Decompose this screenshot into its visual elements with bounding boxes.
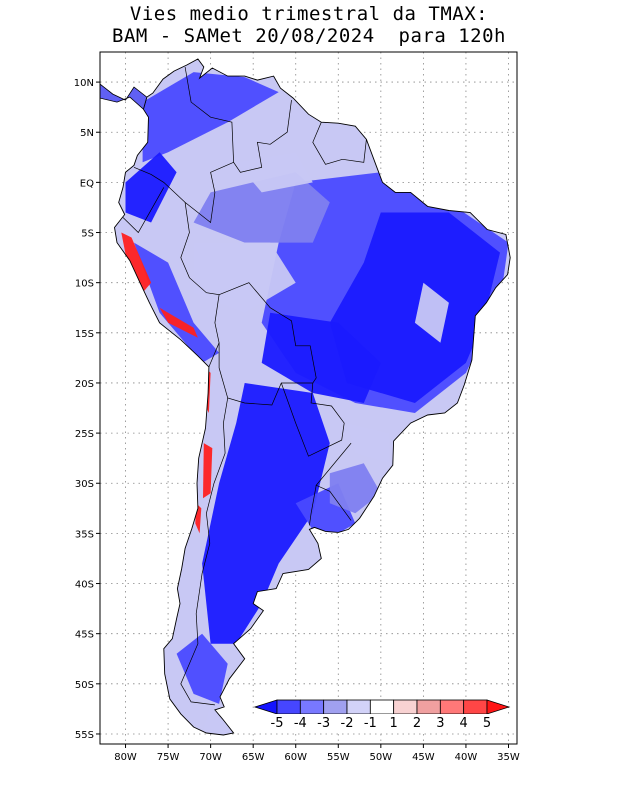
lat-label: EQ: [80, 178, 94, 189]
map-title-line1: Vies medio trimestral da TMAX:: [129, 3, 489, 25]
lat-label: 10S: [75, 279, 94, 290]
country-border: [180, 202, 220, 368]
lat-label: 25S: [75, 429, 94, 440]
country-border: [315, 442, 352, 521]
colorbar-labels: -5 -4 -3 -2 -1 1 2 3 4 5: [271, 716, 492, 731]
lon-label: 35W: [497, 752, 520, 763]
colorbar-box: [299, 699, 325, 715]
country-border: [309, 485, 317, 526]
lon-label: 70W: [199, 752, 222, 763]
colorbar-box: [463, 699, 488, 715]
lon-label: 40W: [455, 752, 478, 763]
colorbar-label: -3: [317, 716, 330, 731]
colorbar-label: 4: [460, 716, 468, 731]
lat-label: 55S: [75, 730, 94, 741]
colorbar-label: 1: [390, 716, 398, 731]
bias-patch: [236, 152, 313, 193]
colorbar-label: -4: [294, 716, 307, 731]
coastline: [114, 58, 511, 736]
bias-patch: [329, 463, 381, 514]
lon-label: 80W: [114, 752, 137, 763]
lat-label: 10N: [74, 78, 94, 89]
country-borders: [122, 66, 367, 706]
colorbar-label-background: [251, 714, 513, 730]
map-border: [99, 51, 518, 745]
country-border: [342, 139, 367, 163]
colorbar-box: [323, 699, 348, 715]
bias-patch: [202, 383, 330, 644]
lon-label: 55W: [327, 752, 350, 763]
lat-label: 45S: [75, 630, 94, 641]
longitude-labels: 80W 75W 70W 65W 60W 55W 50W 45W 40W 35W: [114, 752, 520, 763]
lon-label: 60W: [284, 752, 307, 763]
bias-patch: [414, 282, 449, 343]
country-border: [180, 397, 229, 706]
lat-label: 35S: [75, 529, 94, 540]
lon-label: 45W: [412, 752, 435, 763]
bias-patch: [203, 443, 213, 499]
colorbar-label: -1: [364, 716, 377, 731]
lat-label: 5N: [80, 128, 94, 139]
bias-patch: [125, 152, 177, 223]
lon-label: 75W: [157, 752, 180, 763]
colorbar-label: 5: [483, 716, 491, 731]
map-title-line2: BAM - SAMet 20/08/2024 para 120h: [112, 25, 506, 47]
colorbar-box: [276, 699, 301, 715]
colorbar-box: [346, 699, 371, 715]
lat-label: 40S: [75, 580, 94, 591]
colorbar-max-arrow: [486, 699, 511, 715]
lat-label: 50S: [75, 680, 94, 691]
bias-patch: [261, 312, 381, 403]
colorbar: -5 -4 -3 -2 -1 1 2 3 4 5: [251, 699, 513, 731]
colorbar-box: [439, 699, 465, 715]
colorbar-box: [416, 699, 441, 715]
latitude-labels: 10N 5N EQ 5S 10S 15S 20S 25S 30S 35S 40S 45S 50S 55S: [74, 78, 94, 741]
lat-label: 5S: [81, 229, 94, 240]
bias-patch: [346, 423, 390, 464]
lat-label: 30S: [75, 479, 94, 490]
bias-field: [121, 72, 509, 734]
bias-patch: [134, 242, 220, 363]
bias-patch: [193, 172, 330, 243]
bias-patch: [176, 633, 228, 704]
colorbar-label: -2: [341, 716, 354, 731]
colorbar-label: -5: [271, 716, 284, 731]
bias-patch: [159, 307, 198, 338]
country-border: [312, 122, 343, 165]
country-border: [233, 100, 292, 173]
colorbar-boxes: [251, 699, 513, 730]
country-border: [280, 382, 345, 457]
lon-label: 50W: [370, 752, 393, 763]
bias-patch: [121, 232, 152, 293]
country-border: [122, 187, 165, 234]
country-border: [218, 282, 317, 406]
central-america-land: [99, 83, 148, 110]
continent-land: [99, 58, 511, 736]
colorbar-label: 2: [413, 716, 421, 731]
colorbar-box: [393, 699, 418, 715]
country-border: [133, 66, 234, 224]
lon-label: 65W: [242, 752, 265, 763]
colorbar-label: 3: [436, 716, 444, 731]
lat-label: 20S: [75, 379, 94, 390]
lat-label: 15S: [75, 329, 94, 340]
colorbar-box: [369, 699, 395, 715]
